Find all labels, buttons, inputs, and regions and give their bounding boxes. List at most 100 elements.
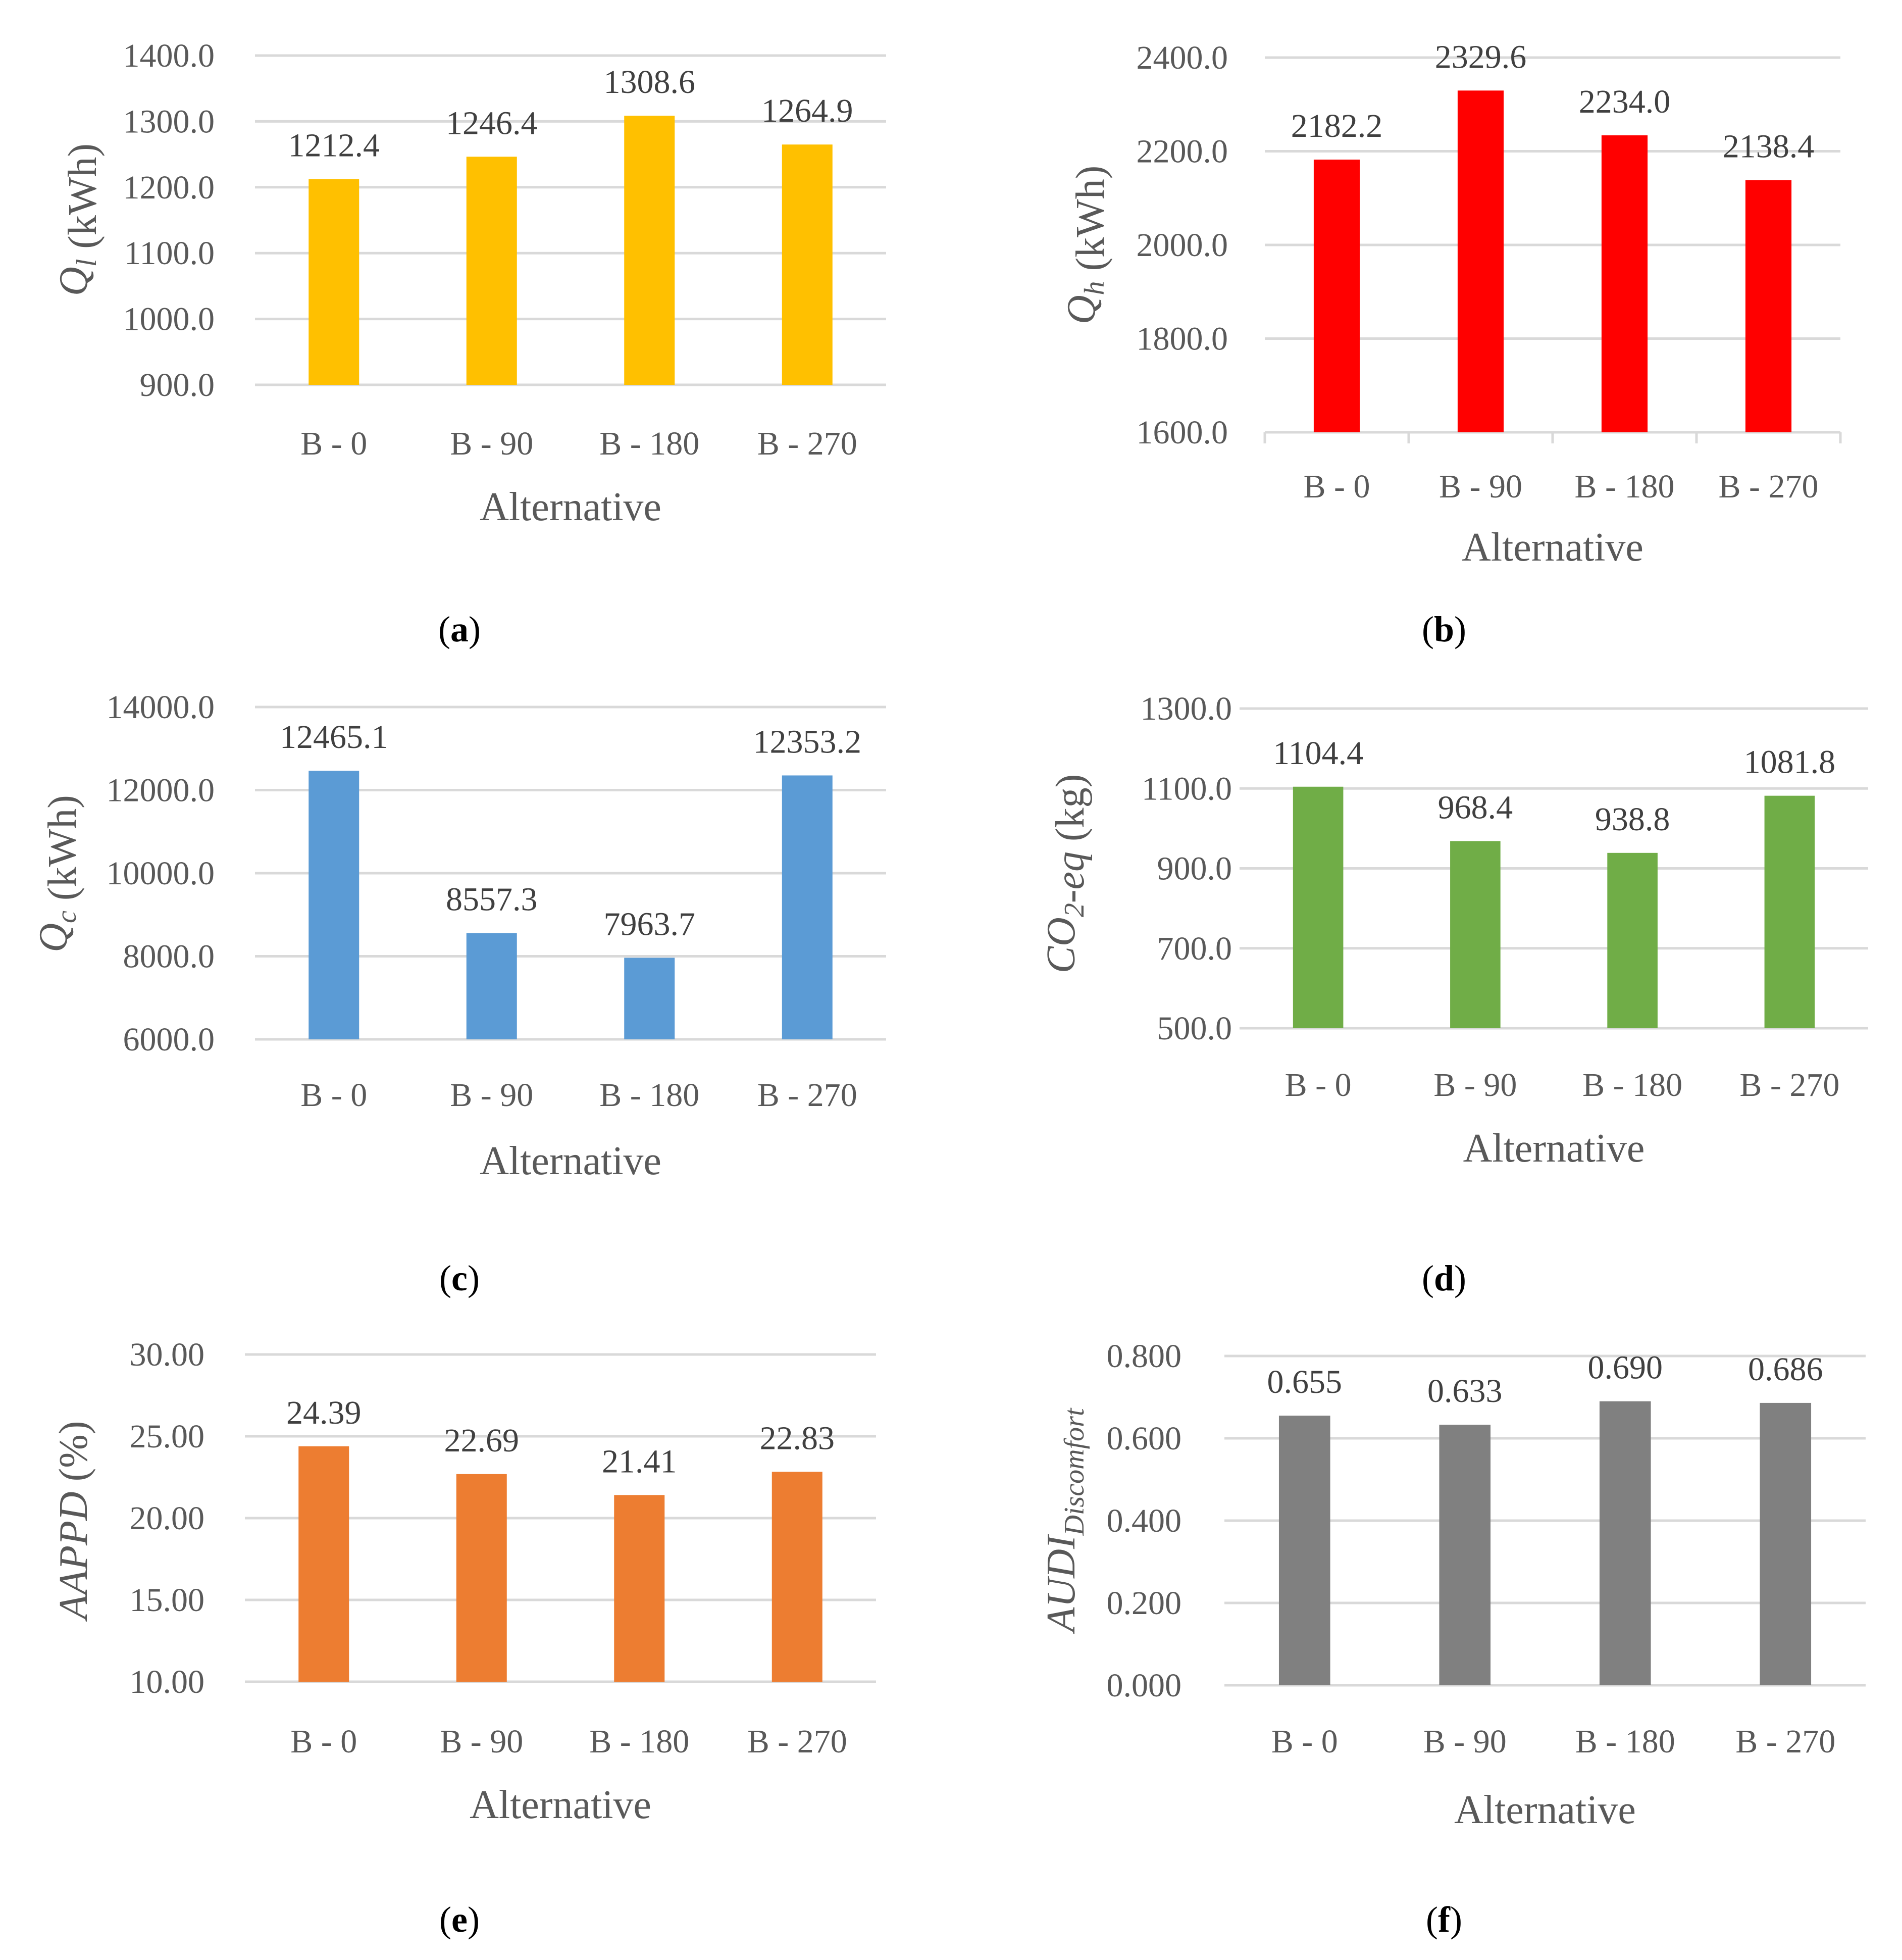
data-label: 22.83	[760, 1420, 835, 1456]
y-tick-label: 0.400	[1107, 1502, 1182, 1539]
x-tick-label: B - 270	[1739, 1067, 1839, 1103]
y-axis-title: Ql (kWh)	[52, 143, 105, 296]
y-tick-label: 0.200	[1107, 1585, 1182, 1622]
data-label: 0.690	[1588, 1349, 1663, 1386]
data-label: 21.41	[602, 1443, 677, 1480]
bar-B-270	[1764, 795, 1815, 1028]
y-tick-label: 20.00	[130, 1500, 205, 1537]
data-label: 8557.3	[446, 881, 538, 918]
data-label: 0.655	[1267, 1364, 1343, 1400]
data-label: 1212.4	[288, 127, 380, 164]
panel-label: (f)	[1426, 1899, 1462, 1940]
data-label: 22.69	[444, 1422, 520, 1459]
bar-B-180	[624, 116, 675, 385]
x-tick-label: B - 90	[1439, 468, 1522, 505]
data-label: 0.686	[1748, 1351, 1823, 1388]
bar-B-0	[1313, 160, 1360, 432]
y-tick-label: 1000.0	[123, 301, 215, 338]
bar-B-180	[1607, 852, 1658, 1028]
bar-B-270	[782, 775, 833, 1039]
bar-B-0	[1293, 786, 1344, 1028]
y-tick-label: 900.0	[140, 367, 215, 404]
y-tick-label: 6000.0	[123, 1021, 215, 1058]
x-tick-label: B - 270	[757, 1077, 857, 1114]
data-label: 12353.2	[753, 723, 862, 760]
bar-B-90	[1450, 841, 1501, 1028]
y-axis-title: AAPPD (%)	[52, 1421, 96, 1622]
panel-label: (d)	[1422, 1258, 1466, 1298]
bar-B-270	[782, 144, 833, 385]
chart-d: 500.0 700.0 900.0 1100.0 1300.0 1104.4 B - 0 96…	[1039, 690, 1868, 1298]
bar-B-0	[309, 771, 359, 1039]
panel-label: (e)	[439, 1899, 480, 1940]
chart-f: 0.000 0.200 0.400 0.600 0.800 0.655 B - 0 0.633…	[1039, 1338, 1866, 1940]
y-tick-label: 0.000	[1107, 1667, 1182, 1704]
x-tick-label: B - 180	[599, 425, 699, 462]
x-tick-label: B - 90	[450, 425, 533, 462]
y-tick-label: 1100.0	[124, 235, 215, 272]
bar-B-180	[1601, 135, 1648, 433]
panel-label: (b)	[1422, 609, 1466, 649]
x-tick-label: B - 90	[440, 1723, 523, 1760]
x-tick-label: B - 180	[599, 1077, 699, 1114]
x-axis-title: Alternative	[1463, 1126, 1645, 1171]
x-axis-title: Alternative	[1462, 525, 1643, 570]
y-tick-label: 10000.0	[107, 855, 215, 892]
data-label: 2182.2	[1291, 108, 1383, 144]
data-label: 1246.4	[446, 105, 538, 141]
chart-b: 1600.0 1800.0 2000.0 2200.0 2400.0 2182.2 B - …	[1059, 38, 1842, 649]
y-tick-label: 10.00	[130, 1664, 205, 1700]
data-label: 2138.4	[1723, 128, 1815, 165]
bar-B-90	[466, 933, 517, 1039]
y-tick-label: 1100.0	[1142, 770, 1232, 807]
y-tick-label: 1600.0	[1137, 414, 1228, 451]
y-tick-label: 0.600	[1107, 1420, 1182, 1457]
y-axis-title: Qh (kWh)	[1059, 166, 1113, 325]
bar-B-0	[1278, 1416, 1330, 1685]
bar-B-270	[1760, 1402, 1812, 1685]
bar-B-180	[624, 958, 675, 1039]
y-tick-label: 500.0	[1157, 1010, 1232, 1047]
bar-B-0	[309, 179, 359, 385]
x-tick-label: B - 270	[747, 1723, 847, 1760]
x-tick-label: B - 180	[1575, 468, 1675, 505]
x-tick-label: B - 0	[300, 425, 367, 462]
x-tick-label: B - 90	[1433, 1067, 1517, 1103]
data-label: 2329.6	[1435, 38, 1527, 75]
x-tick-label: B - 270	[1735, 1723, 1835, 1760]
x-tick-label: B - 180	[1582, 1067, 1682, 1103]
bar-B-270	[1745, 180, 1792, 432]
x-tick-label: B - 0	[300, 1077, 367, 1114]
y-tick-label: 2200.0	[1137, 133, 1228, 170]
bar-B-90	[456, 1474, 507, 1682]
data-label: 1104.4	[1273, 735, 1363, 772]
y-axis-title: Qc (kWh)	[31, 795, 85, 952]
data-label: 12465.1	[280, 719, 388, 756]
y-tick-label: 1400.0	[123, 37, 215, 74]
y-tick-label: 0.800	[1107, 1338, 1182, 1375]
data-label: 938.8	[1595, 801, 1670, 838]
panel-label: (c)	[439, 1258, 480, 1298]
y-axis-title: AUDIDiscomfort	[1039, 1408, 1090, 1635]
y-tick-label: 1300.0	[1141, 690, 1232, 727]
x-tick-label: B - 0	[1271, 1723, 1338, 1760]
x-tick-label: B - 270	[757, 425, 857, 462]
y-tick-label: 900.0	[1157, 850, 1232, 887]
bar-B-90	[1457, 90, 1504, 432]
x-axis-title: Alternative	[1454, 1788, 1636, 1832]
y-tick-label: 700.0	[1157, 930, 1232, 967]
x-tick-label: B - 90	[1423, 1723, 1507, 1760]
data-label: 1308.6	[604, 64, 696, 100]
y-tick-label: 14000.0	[107, 689, 215, 726]
x-tick-label: B - 0	[1285, 1067, 1352, 1103]
bar-B-90	[1439, 1425, 1491, 1685]
y-tick-label: 1300.0	[123, 103, 215, 140]
data-label: 968.4	[1438, 789, 1513, 826]
x-axis-title: Alternative	[470, 1783, 651, 1827]
panel-label: (a)	[438, 609, 481, 649]
y-tick-label: 15.00	[130, 1582, 205, 1619]
data-label: 2234.0	[1579, 83, 1671, 120]
y-tick-label: 2000.0	[1137, 227, 1228, 264]
bar-B-90	[466, 157, 517, 385]
